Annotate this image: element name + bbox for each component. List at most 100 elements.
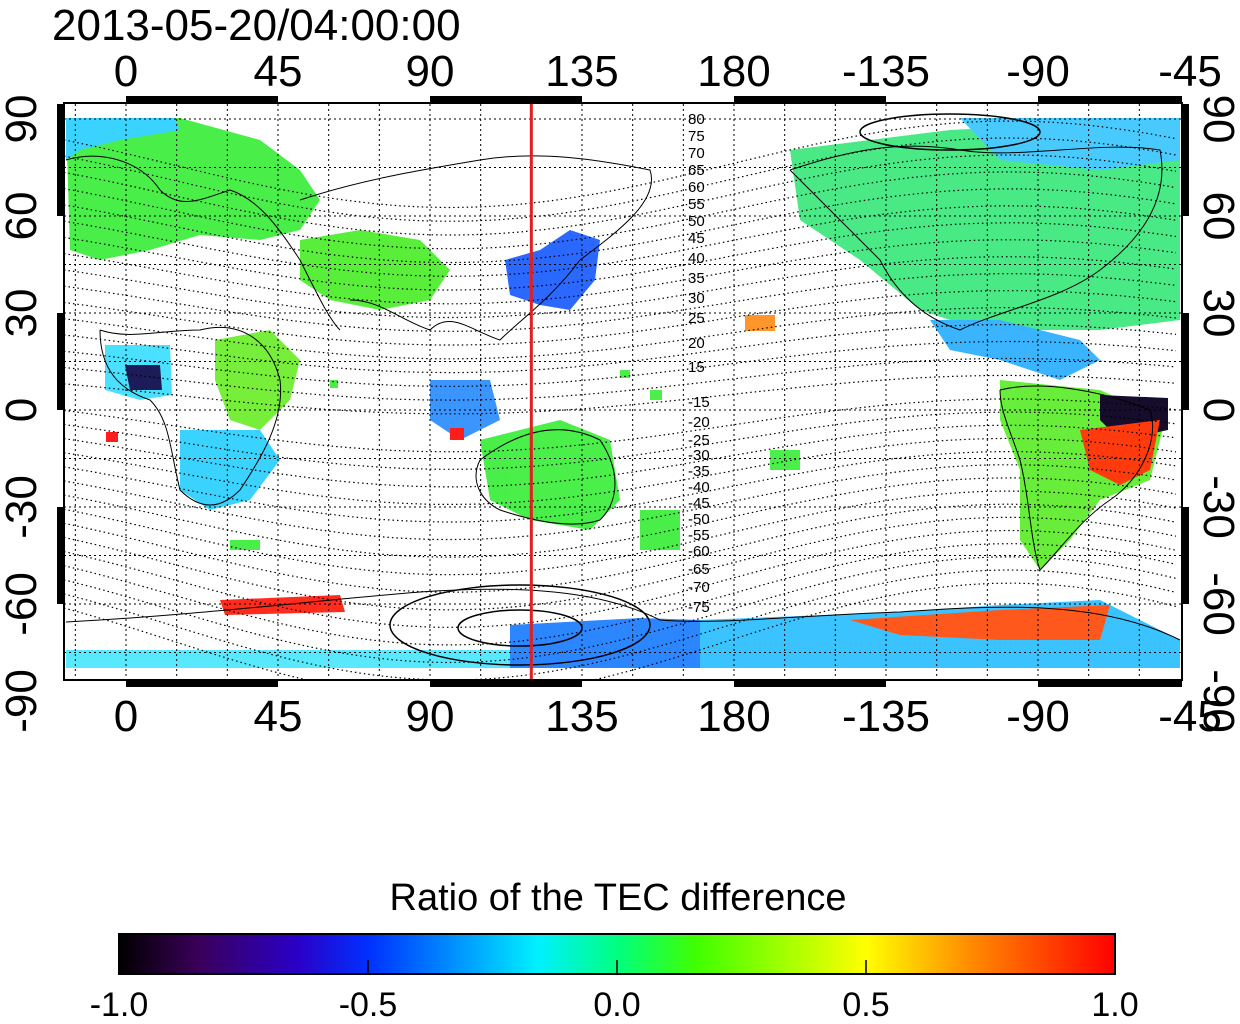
contour-line: [64, 503, 1177, 593]
longitude-tick-bottom: 0: [114, 692, 138, 741]
contour-label: 60: [688, 179, 705, 196]
latitude-tick-right: 90: [1194, 95, 1240, 144]
axis-bar-bottom: [1038, 680, 1182, 687]
contour-label: 25: [688, 310, 705, 327]
tec-speckle-red: [450, 428, 464, 440]
latitude-tick-left: -30: [0, 475, 46, 539]
longitude-tick-top: 90: [406, 47, 455, 96]
contour-line: [64, 205, 1177, 277]
longitude-tick-bottom: -90: [1006, 692, 1070, 741]
contour-line: [64, 556, 1177, 664]
tec-speckle: [620, 370, 630, 378]
contour-line: [64, 154, 1177, 236]
contour-line: [64, 324, 1177, 374]
coastline-europe: [65, 155, 341, 331]
latitude-tick-right: -90: [1194, 669, 1240, 733]
coastline-antarctica: [65, 588, 1181, 641]
longitude-tick-bottom: 90: [406, 692, 455, 741]
contour-line: [64, 290, 1177, 346]
colorbar-tick-label: 1.0: [1091, 986, 1138, 1024]
contour-label: 15: [688, 359, 705, 376]
coastline-australia: [475, 429, 616, 525]
axis-bar-right: [1182, 507, 1189, 604]
contour-north-pole-oval: [859, 113, 1041, 151]
latitude-tick-right: 30: [1194, 289, 1240, 338]
axis-bar-top: [1038, 96, 1182, 103]
contour-label: 35: [688, 270, 705, 287]
map-grid: [64, 104, 1182, 679]
latitude-tick-right: 0: [1194, 398, 1240, 422]
longitude-tick-top: 135: [545, 47, 618, 96]
colorbar-ticks: -1.0 -0.5 0.0 0.5 1.0: [90, 960, 1139, 1024]
contour-line: [64, 464, 1177, 541]
contour-label: -50: [688, 511, 710, 528]
latitude-ticks-left: 90 60 30 0 -30 -60 -90: [0, 95, 46, 733]
tec-region-east-asia: [505, 230, 600, 310]
coastline-south-america: [999, 385, 1154, 571]
colorbar-tick-label: 0.5: [842, 986, 889, 1024]
contour-label: 70: [688, 145, 705, 162]
contour-label: 55: [688, 196, 705, 213]
longitude-tick-top: 180: [697, 47, 770, 96]
latitude-tick-left: 60: [0, 192, 46, 241]
axis-bar-bottom: [430, 680, 582, 687]
colorbar-tick-label: -0.5: [339, 986, 398, 1024]
latitude-tick-left: -90: [0, 669, 46, 733]
axis-bar-left: [57, 104, 64, 216]
longitude-ticks-bottom: 0 45 90 135 180 -135 -90 -45: [114, 692, 1222, 741]
contour-line: [64, 307, 1177, 360]
axis-bar-top: [734, 96, 886, 103]
tec-speckle-hawaii: [745, 315, 775, 331]
magnetic-contours: [64, 120, 1177, 680]
contour-label: 40: [688, 250, 705, 267]
colorbar-title: Ratio of the TEC difference: [390, 877, 847, 919]
tec-speckle: [330, 380, 338, 388]
contour-label: 50: [688, 213, 705, 230]
tec-data-layer: [66, 118, 1180, 668]
contour-label: 20: [688, 335, 705, 352]
axis-bar-right: [1182, 104, 1189, 216]
tec-speckle: [650, 390, 662, 400]
tec-region-central-asia: [300, 230, 450, 310]
contour-label: -60: [688, 543, 710, 560]
contour-line: [64, 569, 1177, 680]
colorbar-gradient: [118, 933, 1116, 975]
coastline-africa: [99, 326, 282, 506]
coastlines: [65, 145, 1181, 641]
axis-bar-top: [126, 96, 278, 103]
contour-label: -65: [688, 561, 710, 578]
colorbar-tick-label: -1.0: [90, 986, 149, 1024]
latitude-tick-left: 90: [0, 95, 46, 144]
contour-line: [64, 137, 1177, 222]
latitude-tick-left: 0: [0, 398, 46, 422]
tec-region-antarctic-red: [850, 605, 1110, 640]
axis-bars: [57, 96, 1189, 687]
longitude-tick-bottom: -45: [1158, 692, 1222, 741]
longitude-tick-bottom: -135: [842, 692, 930, 741]
latitude-ticks-right: 90 60 30 0 -30 -60 -90: [1194, 95, 1240, 733]
contour-line: [64, 529, 1177, 628]
axis-bar-top: [430, 96, 582, 103]
latitude-tick-right: 60: [1194, 192, 1240, 241]
contour-label: 75: [688, 128, 705, 145]
longitude-tick-top: -90: [1006, 47, 1070, 96]
tec-region-antarctic-west: [510, 618, 700, 668]
longitude-tick-top: -135: [842, 47, 930, 96]
contour-line: [64, 120, 1177, 209]
longitude-tick-top: -45: [1158, 47, 1222, 96]
contour-south-pole-oval-outer: [389, 584, 651, 666]
coastline-asia: [299, 155, 652, 341]
colorbar: Ratio of the TEC difference -1.0 -0.5 0.0 0…: [90, 877, 1139, 1024]
tec-region-central-america: [930, 320, 1100, 380]
tec-speckle: [230, 540, 260, 550]
contour-line: [64, 171, 1177, 250]
contour-label: -40: [688, 479, 710, 496]
axis-bar-left: [57, 313, 64, 410]
contour-line: [64, 582, 1177, 680]
map-panel: 8075706560555045403530252015-15-20-25-30…: [0, 47, 1240, 741]
latitude-tick-right: -60: [1194, 572, 1240, 636]
longitude-tick-bottom: 180: [697, 692, 770, 741]
contour-label: -30: [688, 447, 710, 464]
